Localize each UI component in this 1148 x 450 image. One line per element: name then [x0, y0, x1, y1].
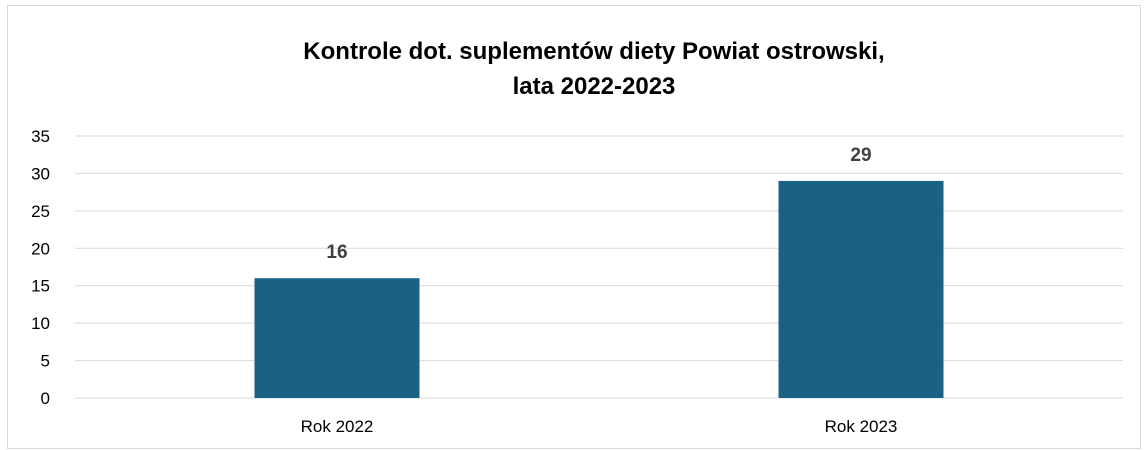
- y-tick-label: 20: [31, 239, 50, 258]
- chart-frame: [7, 5, 1141, 449]
- x-tick-label: Rok 2022: [301, 417, 374, 436]
- y-tick-label: 5: [41, 352, 50, 371]
- y-tick-label: 30: [31, 164, 50, 183]
- chart-title: Kontrole dot. suplementów diety Powiat o…: [0, 34, 1148, 104]
- y-tick-label: 10: [31, 314, 50, 333]
- x-tick-label: Rok 2023: [825, 417, 898, 436]
- chart-title-line-2: lata 2022-2023: [512, 73, 676, 100]
- y-tick-label: 35: [31, 127, 50, 146]
- x-axis-tick-labels: Rok 2022 Rok 2023: [301, 417, 898, 436]
- data-label: 29: [850, 145, 871, 166]
- gridlines: [75, 135, 1123, 399]
- bar-rok-2023: [778, 180, 944, 398]
- y-axis-tick-labels: 0 5 10 15 20 25 30 35: [31, 127, 50, 408]
- y-tick-label: 0: [41, 389, 50, 408]
- y-tick-label: 25: [31, 202, 50, 221]
- bars: [254, 180, 944, 398]
- chart-title-line-1: Kontrole dot. suplementów diety Powiat o…: [303, 38, 885, 65]
- y-tick-label: 15: [31, 277, 50, 296]
- data-label: 16: [326, 242, 347, 263]
- bar-rok-2022: [254, 278, 420, 398]
